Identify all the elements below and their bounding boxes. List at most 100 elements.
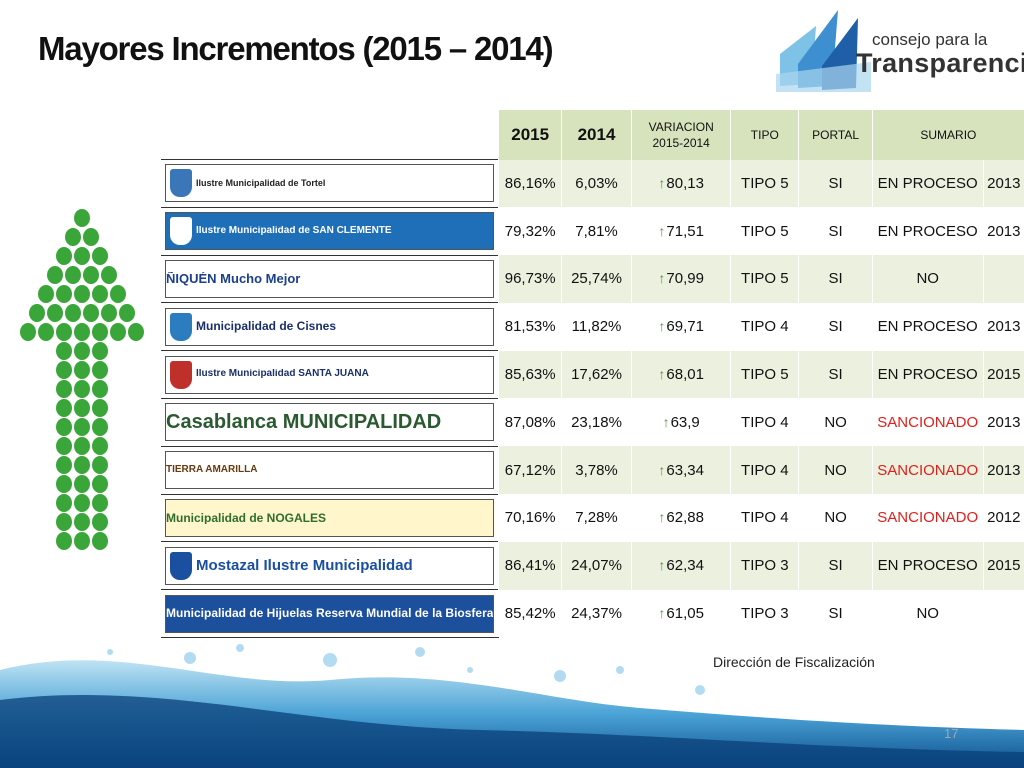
logo-header xyxy=(161,110,499,160)
municipality-name: Municipalidad de Cisnes xyxy=(196,320,337,334)
arrow-dot xyxy=(74,380,90,398)
municipality-logo-cell: ÑIQUÉN Mucho Mejor xyxy=(161,254,499,303)
arrow-dot xyxy=(56,247,72,265)
tipo-cell: TIPO 3 xyxy=(730,589,799,638)
arrow-dot xyxy=(74,418,90,436)
value-2014: 23,18% xyxy=(560,398,632,447)
arrow-dot xyxy=(92,323,108,341)
variacion-cell: ↑70,99 xyxy=(631,255,731,303)
header-tipo: TIPO xyxy=(730,110,799,160)
crest-icon xyxy=(170,169,192,198)
value-2015: 79,32% xyxy=(498,207,562,256)
arrow-dot xyxy=(74,247,90,265)
variacion-cell: ↑69,71 xyxy=(631,302,731,351)
variacion-cell: ↑62,34 xyxy=(631,541,731,590)
municipality-logo: Casablanca MUNICIPALIDAD xyxy=(165,403,495,442)
table-row: TIERRA AMARILLA 67,12% 3,78% ↑63,34 TIPO… xyxy=(161,445,1024,495)
arrow-up-icon: ↑ xyxy=(658,605,666,622)
portal-cell: NO xyxy=(798,494,873,542)
municipality-name: Ilustre Municipalidad SANTA JUANA xyxy=(196,369,369,380)
source-note: Dirección de Fiscalización xyxy=(713,654,875,670)
variacion-value: 71,51 xyxy=(666,222,704,240)
logo-line2: Transparencia xyxy=(856,48,1024,78)
sumario-cell: SANCIONADO xyxy=(871,446,984,495)
arrow-dot xyxy=(47,266,63,284)
municipality-logo: Ilustre Municipalidad SANTA JUANA xyxy=(165,355,495,394)
municipality-logo-cell: Casablanca MUNICIPALIDAD xyxy=(161,397,499,447)
arrow-dot xyxy=(56,475,72,493)
sumario-year-cell: 2012 xyxy=(982,494,1024,542)
variacion-cell: ↑63,34 xyxy=(631,446,731,495)
table-row: Ilustre Municipalidad de SAN CLEMENTE 79… xyxy=(161,206,1024,256)
municipality-logo: Municipalidad de Hijuelas Reserva Mundia… xyxy=(165,594,495,633)
value-2014: 24,37% xyxy=(560,589,632,638)
arrow-dot xyxy=(83,228,99,246)
table-row: Municipalidad de Hijuelas Reserva Mundia… xyxy=(161,589,1024,638)
arrow-up-icon: ↑ xyxy=(662,413,670,430)
municipality-logo: Municipalidad de Cisnes xyxy=(165,307,495,346)
arrow-dot xyxy=(92,513,108,531)
arrow-dot xyxy=(29,304,45,322)
variacion-cell: ↑61,05 xyxy=(631,589,731,638)
arrow-dot xyxy=(92,380,108,398)
consejo-transparencia-logo: consejo para la Transparencia xyxy=(776,4,1024,92)
arrow-up-icon: ↑ xyxy=(658,461,666,478)
arrow-dot xyxy=(20,323,36,341)
value-2014: 17,62% xyxy=(560,350,632,399)
variacion-cell: ↑62,88 xyxy=(631,494,731,542)
municipality-logo: TIERRA AMARILLA xyxy=(165,451,495,490)
arrow-dot xyxy=(56,361,72,379)
sumario-year-cell: 2013 xyxy=(982,159,1024,208)
municipality-logo-cell: Ilustre Municipalidad de Tortel xyxy=(161,159,499,208)
variacion-cell: ↑63,9 xyxy=(631,398,731,447)
header-2015: 2015 xyxy=(498,110,562,160)
logo-waves-icon xyxy=(776,10,871,92)
table-row: Ilustre Municipalidad SANTA JUANA 85,63%… xyxy=(161,350,1024,399)
sumario-cell: NO xyxy=(871,589,984,638)
arrow-dot xyxy=(119,304,135,322)
portal-cell: SI xyxy=(798,350,873,399)
sumario-cell: EN PROCESO xyxy=(871,541,984,590)
municipality-name: Ilustre Municipalidad de Tortel xyxy=(196,178,326,188)
arrow-up-icon: ↑ xyxy=(658,270,666,287)
value-2015: 86,16% xyxy=(498,159,562,208)
variacion-value: 68,01 xyxy=(666,366,704,384)
header-2014: 2014 xyxy=(560,110,632,160)
variacion-value: 63,34 xyxy=(666,461,704,479)
portal-cell: SI xyxy=(798,541,873,590)
variacion-value: 62,88 xyxy=(666,509,704,527)
sumario-year-cell: 2013 xyxy=(982,302,1024,351)
municipality-logo-cell: Ilustre Municipalidad SANTA JUANA xyxy=(161,350,499,399)
arrow-dot xyxy=(92,285,108,303)
municipality-name: Municipalidad de Hijuelas Reserva Mundia… xyxy=(166,607,494,620)
arrow-dot xyxy=(101,304,117,322)
sumario-year-cell: 2013 xyxy=(982,398,1024,447)
sumario-cell: SANCIONADO xyxy=(871,494,984,542)
portal-cell: SI xyxy=(798,302,873,351)
header-variacion: VARIACION 2015-2014 xyxy=(631,110,731,160)
arrow-dot xyxy=(92,342,108,360)
portal-cell: NO xyxy=(798,398,873,447)
sumario-year-cell: 2015 xyxy=(982,350,1024,399)
green-arrow-icon xyxy=(20,209,144,550)
variacion-value: 63,9 xyxy=(670,413,700,431)
arrow-dot xyxy=(56,513,72,531)
municipality-logo: Ilustre Municipalidad de SAN CLEMENTE xyxy=(165,212,495,251)
arrow-dot xyxy=(74,323,90,341)
table-row: Municipalidad de NOGALES 70,16% 7,28% ↑6… xyxy=(161,493,1024,542)
municipality-logo-cell: TIERRA AMARILLA xyxy=(161,445,499,495)
value-2014: 6,03% xyxy=(560,159,632,208)
variacion-cell: ↑71,51 xyxy=(631,207,731,256)
crest-icon xyxy=(170,360,192,389)
value-2014: 25,74% xyxy=(560,255,632,303)
arrow-dot xyxy=(56,418,72,436)
arrow-up-icon: ↑ xyxy=(658,174,666,191)
variacion-value: 61,05 xyxy=(666,605,704,623)
municipality-logo-cell: Municipalidad de Cisnes xyxy=(161,302,499,351)
sumario-year-cell: 2013 xyxy=(982,446,1024,495)
value-2014: 24,07% xyxy=(560,541,632,590)
arrow-dot xyxy=(74,342,90,360)
variacion-value: 70,99 xyxy=(666,270,704,288)
arrow-dot xyxy=(74,494,90,512)
arrow-dot xyxy=(56,399,72,417)
